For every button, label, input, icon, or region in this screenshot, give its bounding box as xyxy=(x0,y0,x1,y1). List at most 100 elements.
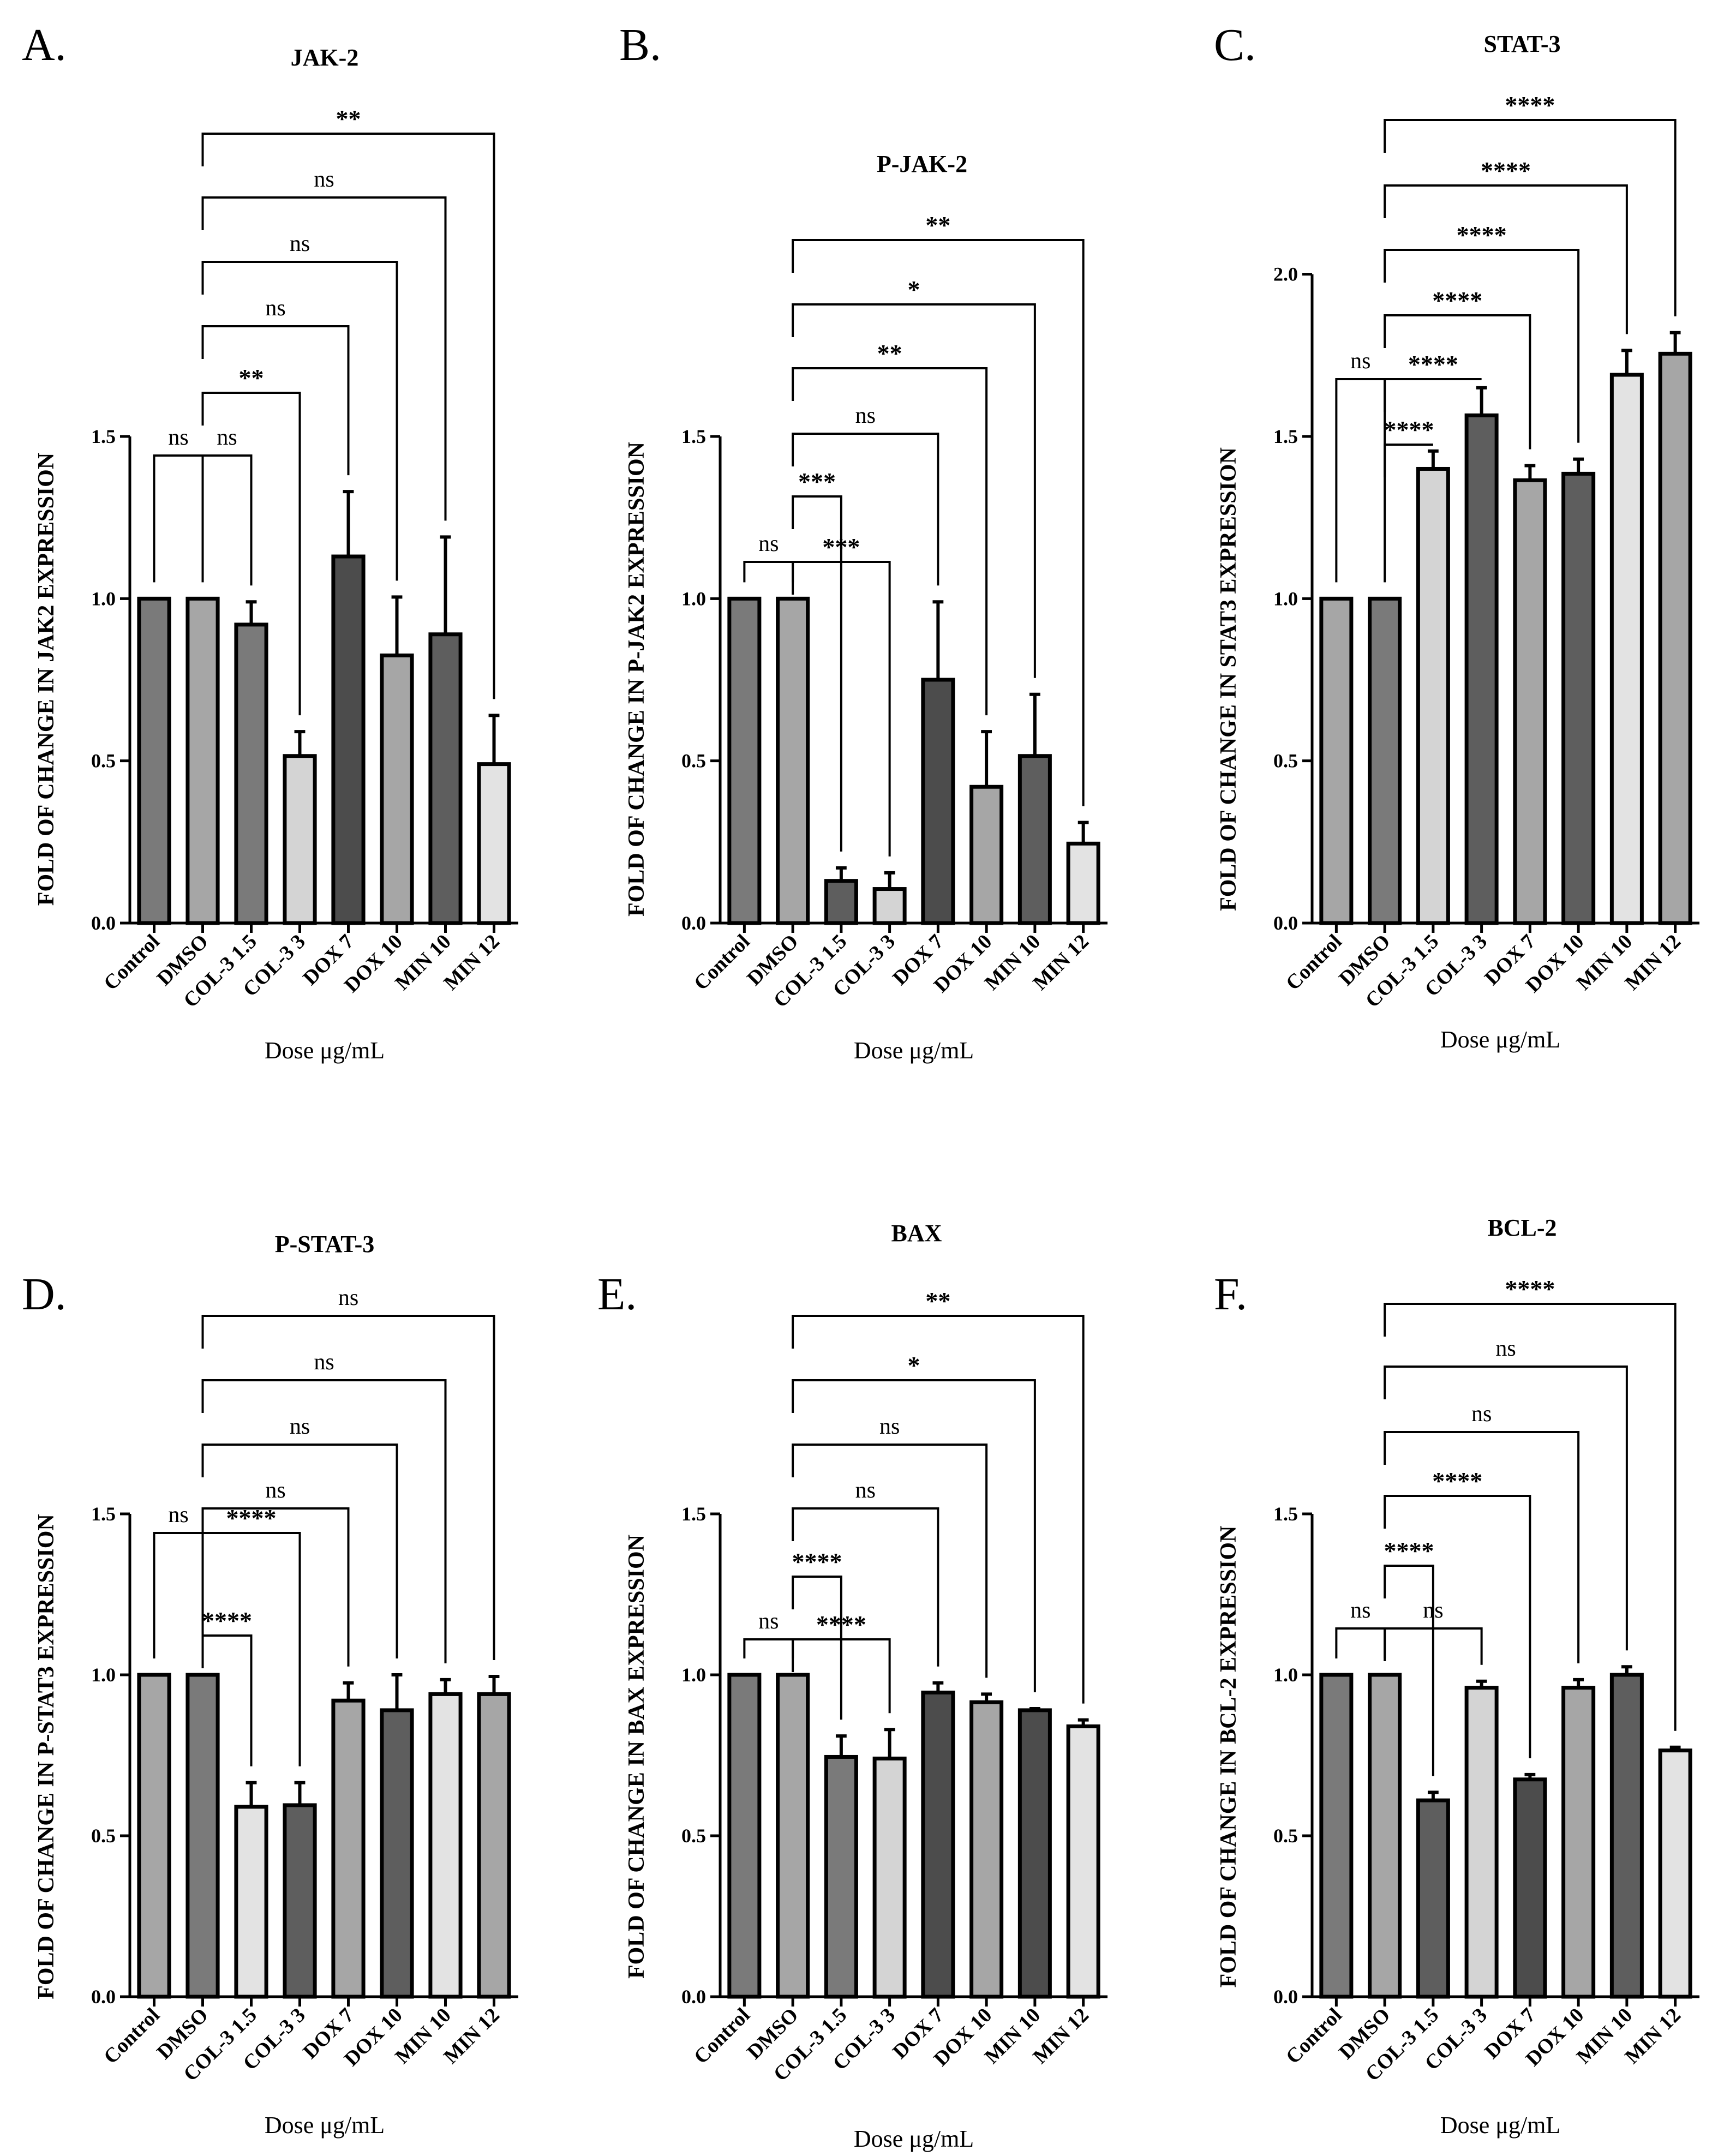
y-tick-label: 1.5 xyxy=(681,1503,706,1525)
bar xyxy=(969,784,1004,925)
significance-label: ns xyxy=(338,1285,358,1310)
y-tick-label: 0.5 xyxy=(681,1825,706,1847)
significance-bracket xyxy=(201,1532,301,1766)
significance-bracket xyxy=(792,1315,1085,1704)
significance-label: **** xyxy=(1432,1467,1482,1495)
x-axis-label: Dose μg/mL xyxy=(854,1037,974,1064)
significance-bracket xyxy=(201,1379,447,1663)
bar xyxy=(331,1698,366,1999)
y-tick-label: 1.5 xyxy=(1273,1503,1298,1525)
bar xyxy=(921,1690,955,1999)
category-label: Control xyxy=(690,2004,755,2069)
chart-title: BAX xyxy=(891,1220,942,1247)
bar xyxy=(1017,1708,1052,1999)
significance-label: ns xyxy=(265,296,285,321)
bar xyxy=(1066,841,1100,925)
significance-label: ns xyxy=(1350,1598,1370,1623)
significance-bracket xyxy=(792,433,939,586)
significance-bracket xyxy=(1384,1431,1580,1663)
significance-label: ns xyxy=(855,403,876,428)
bar xyxy=(776,596,810,925)
y-tick-label: 0.0 xyxy=(1273,1986,1298,2008)
significance-label: **** xyxy=(1432,286,1482,314)
significance-label: *** xyxy=(822,533,860,561)
bar xyxy=(380,653,414,925)
x-axis-label: Dose μg/mL xyxy=(1440,1026,1560,1053)
bar xyxy=(283,1803,317,1999)
bar xyxy=(727,596,762,925)
significance-label: **** xyxy=(202,1607,252,1634)
category-label: Control xyxy=(99,930,164,995)
significance-bracket xyxy=(1384,1366,1628,1651)
significance-bracket xyxy=(792,367,988,716)
bar xyxy=(137,1673,171,1999)
significance-label: ns xyxy=(217,425,237,450)
significance-label: ns xyxy=(758,1609,779,1634)
chart-panel: B. P-JAK-2 FOLD OF CHANGE IN P-JAK2 EXPRES… xyxy=(619,20,1108,1064)
significance-label: **** xyxy=(1384,1537,1434,1565)
chart-panel: C. STAT-3 FOLD OF CHANGE IN STAT3 EXPRESSI… xyxy=(1214,20,1699,1053)
bar xyxy=(1416,466,1450,925)
significance-label: ns xyxy=(879,1414,900,1439)
bar xyxy=(185,1673,220,1999)
significance-label: ns xyxy=(1471,1402,1492,1427)
significance-label: ** xyxy=(925,1287,950,1315)
significance-label: ns xyxy=(314,167,334,192)
y-tick-label: 0.5 xyxy=(1273,750,1298,772)
significance-bracket xyxy=(201,133,495,699)
category-label: MIN 12 xyxy=(439,930,504,995)
significance-bracket xyxy=(201,1507,350,1667)
bar xyxy=(1561,471,1596,925)
significance-bracket xyxy=(792,239,1085,806)
significance-bracket xyxy=(201,1315,495,1660)
category-label: MIN 12 xyxy=(439,2004,504,2069)
significance-label: **** xyxy=(1408,350,1458,378)
y-tick-label: 0.0 xyxy=(91,912,116,934)
bar xyxy=(1464,413,1499,925)
category-label: Control xyxy=(690,930,755,995)
category-label: Control xyxy=(99,2004,164,2069)
x-axis-label: Dose μg/mL xyxy=(1440,2112,1560,2139)
bar xyxy=(1609,373,1644,925)
y-axis-label: FOLD OF CHANGE IN STAT3 EXPRESSION xyxy=(1216,447,1241,911)
panel-letter: E. xyxy=(597,1269,637,1320)
bar xyxy=(477,762,511,925)
bar xyxy=(380,1708,414,1999)
significance-bracket xyxy=(201,1634,253,1766)
significance-bracket xyxy=(201,1444,398,1658)
significance-label: **** xyxy=(816,1610,866,1638)
bar xyxy=(1561,1686,1596,1999)
significance-label: *** xyxy=(798,468,836,495)
significance-bracket xyxy=(792,1444,988,1678)
y-tick-label: 1.5 xyxy=(681,426,706,447)
bar xyxy=(1368,1673,1402,1999)
bar xyxy=(727,1673,762,1999)
significance-label: **** xyxy=(1457,221,1507,249)
significance-bracket xyxy=(153,1532,204,1658)
bar xyxy=(1319,596,1354,925)
significance-label: **** xyxy=(1505,91,1555,119)
chart-panel: A. JAK-2 FOLD OF CHANGE IN JAK2 EXPRESSION… xyxy=(22,20,518,1064)
significance-bracket xyxy=(792,303,1036,678)
y-axis-label: FOLD OF CHANGE IN P-JAK2 EXPRESSION xyxy=(624,442,649,917)
significance-label: **** xyxy=(1505,1275,1555,1303)
panel-letter: A. xyxy=(22,20,67,70)
significance-bracket xyxy=(1384,119,1677,316)
bar xyxy=(1658,1748,1692,1999)
y-tick-label: 1.0 xyxy=(1273,588,1298,609)
y-axis-label: FOLD OF CHANGE IN P-STAT3 EXPRESSION xyxy=(34,1514,59,1999)
significance-label: **** xyxy=(1384,416,1434,444)
y-tick-label: 1.0 xyxy=(91,1664,116,1686)
significance-bracket xyxy=(743,561,794,583)
significance-bracket xyxy=(792,1379,1036,1692)
significance-bracket xyxy=(153,454,204,583)
bar xyxy=(824,1754,858,1999)
chart-panel: E. BAX FOLD OF CHANGE IN BAX EXPRESSION Dos… xyxy=(597,1220,1108,2152)
bar xyxy=(872,887,907,925)
bar xyxy=(1066,1724,1100,1999)
bar xyxy=(234,1805,268,1999)
bar xyxy=(776,1673,810,1999)
y-tick-label: 0.5 xyxy=(91,750,116,772)
panel-letter: B. xyxy=(619,20,661,70)
